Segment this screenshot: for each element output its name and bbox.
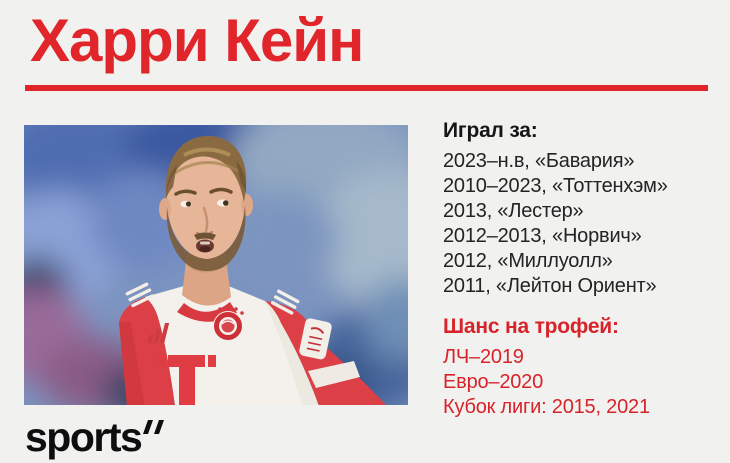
sports-logo-text: sports [25,414,143,460]
played-for-list: 2023–н.в, «Бавария» 2010–2023, «Тоттенхэ… [443,149,718,299]
club-item: 2023–н.в, «Бавария» [443,150,635,172]
club-item: 2012, «Миллуолл» [443,250,613,272]
harry-kane-photo-illustration [24,125,408,405]
played-for-heading: Играл за: [443,119,538,142]
club-item: 2012–2013, «Норвич» [443,225,642,247]
trophy-item: Кубок лиги: 2015, 2021 [443,396,650,418]
trophy-chance-heading: Шанс на трофей: [443,315,619,338]
info-column: Играл за: 2023–н.в, «Бавария» 2010–2023,… [443,118,718,420]
bayern-crest-icon [212,305,244,341]
sports-logo-quote-mark-icon [143,420,165,440]
trophy-item: Евро–2020 [443,371,544,393]
adidas-logo-icon [147,323,170,343]
title-divider [25,85,708,91]
club-item: 2011, «Лейтон Ориент» [443,275,657,297]
trophy-chance-list: ЛЧ–2019 Евро–2020 Кубок лиги: 2015, 2021 [443,345,718,420]
sports-logo: sports [25,414,165,460]
trophy-chance-section: Шанс на трофей: ЛЧ–2019 Евро–2020 Кубок … [443,314,718,420]
sleeve-patch-icon [299,318,332,360]
trophy-item: ЛЧ–2019 [443,346,524,368]
club-item: 2010–2023, «Тоттенхэм» [443,175,668,197]
telekom-logo-icon [157,355,216,405]
player-photo [24,125,408,405]
club-item: 2013, «Лестер» [443,200,584,222]
shoulder-stripes [125,282,300,315]
page-title: Харри Кейн [30,7,364,74]
player-figure [119,135,387,405]
